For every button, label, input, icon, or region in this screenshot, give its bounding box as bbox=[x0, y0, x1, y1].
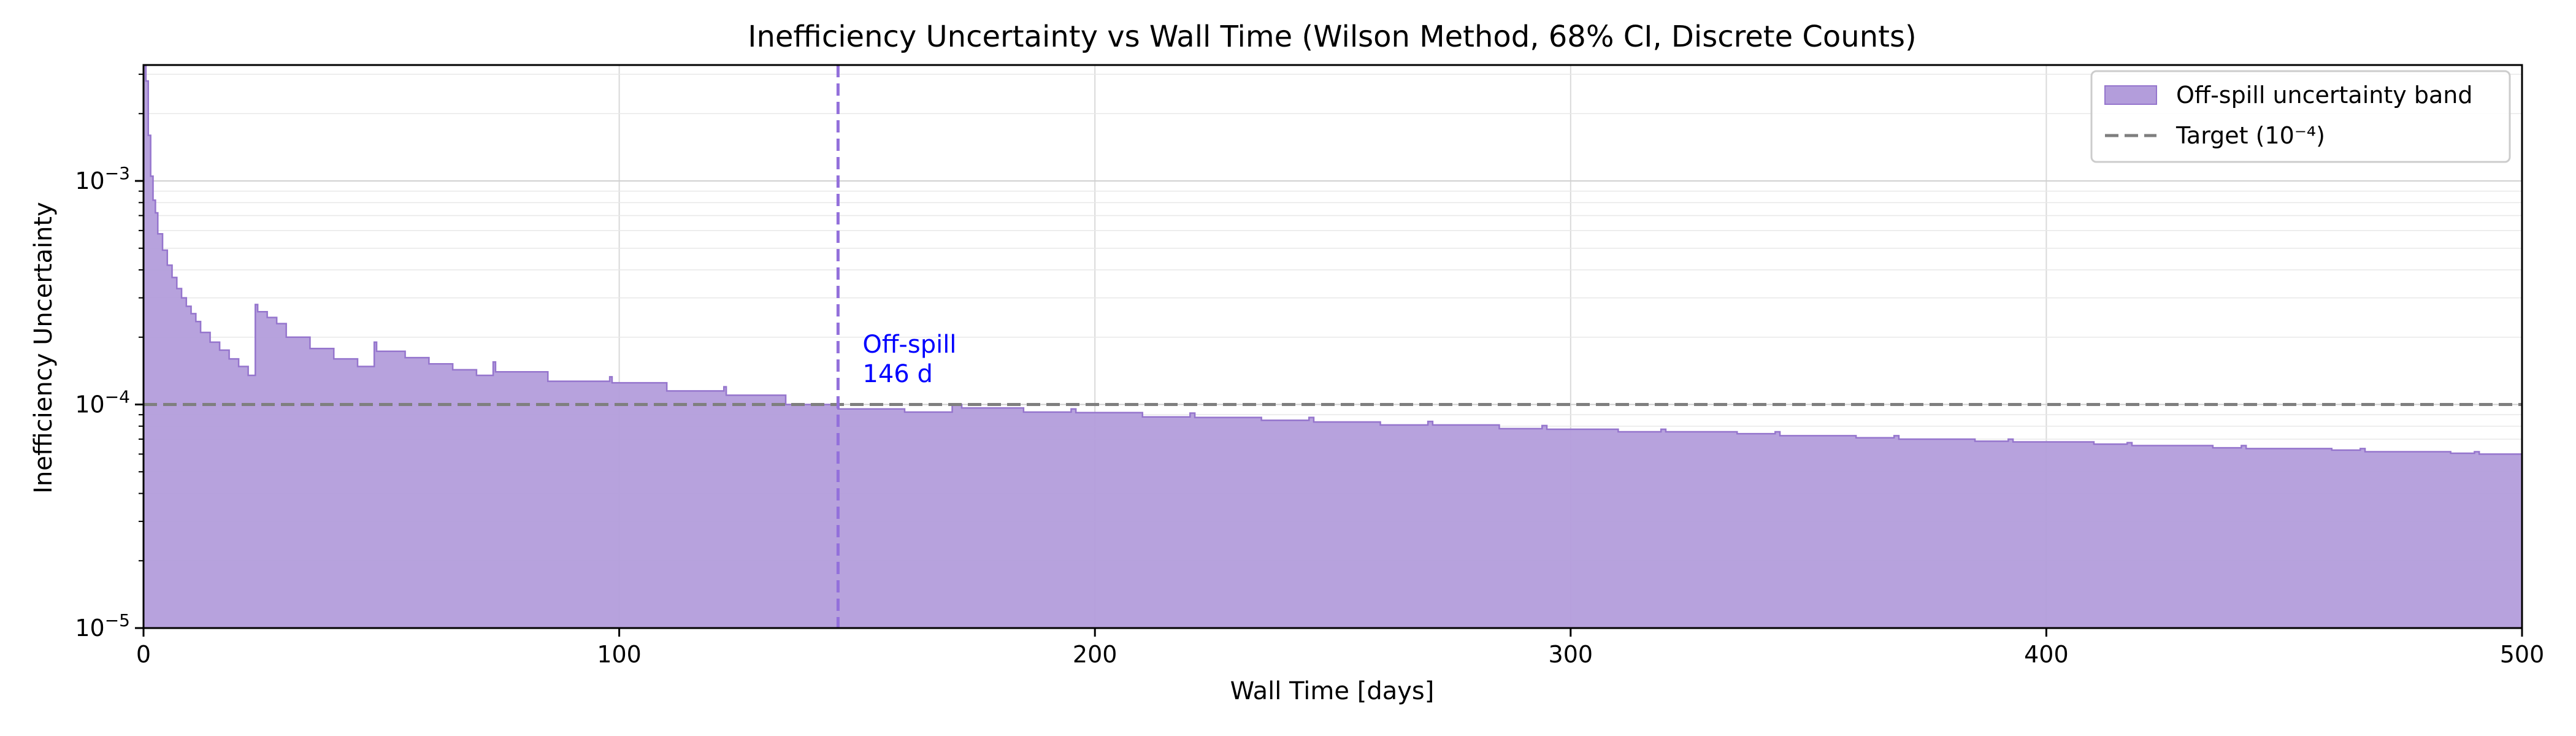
legend-swatch-band bbox=[2104, 85, 2157, 105]
y-axis-label: Inefficiency Uncertainty bbox=[29, 202, 58, 494]
x-tick-label: 500 bbox=[2500, 641, 2545, 668]
legend-label-target: Target (10⁻⁴) bbox=[2175, 122, 2325, 149]
x-axis: 0 100 200 300 400 500 bbox=[136, 628, 2544, 668]
x-tick-label: 100 bbox=[597, 641, 642, 668]
legend-box bbox=[2090, 70, 2511, 163]
y-tick-label: 10−5 bbox=[75, 610, 130, 642]
chart-title: Inefficiency Uncertainty vs Wall Time (W… bbox=[748, 20, 1916, 54]
x-axis-label: Wall Time [days] bbox=[1230, 677, 1435, 705]
plot-frame bbox=[142, 64, 2523, 629]
y-axis: 10−5 10−4 10−3 bbox=[75, 74, 144, 642]
y-tick-label: 10−4 bbox=[75, 386, 130, 418]
x-tick-label: 300 bbox=[1549, 641, 1593, 668]
offspill-annotation-value: 146 d bbox=[862, 360, 932, 388]
legend-label-band: Off-spill uncertainty band bbox=[2176, 82, 2472, 109]
x-tick-label: 200 bbox=[1073, 641, 1117, 668]
legend: Off-spill uncertainty band Target (10⁻⁴) bbox=[2090, 70, 2511, 163]
offspill-annotation-label: Off-spill bbox=[862, 331, 956, 359]
y-tick-label: 10−3 bbox=[75, 163, 130, 194]
x-tick-label: 0 bbox=[136, 641, 151, 668]
x-tick-label: 400 bbox=[2024, 641, 2069, 668]
